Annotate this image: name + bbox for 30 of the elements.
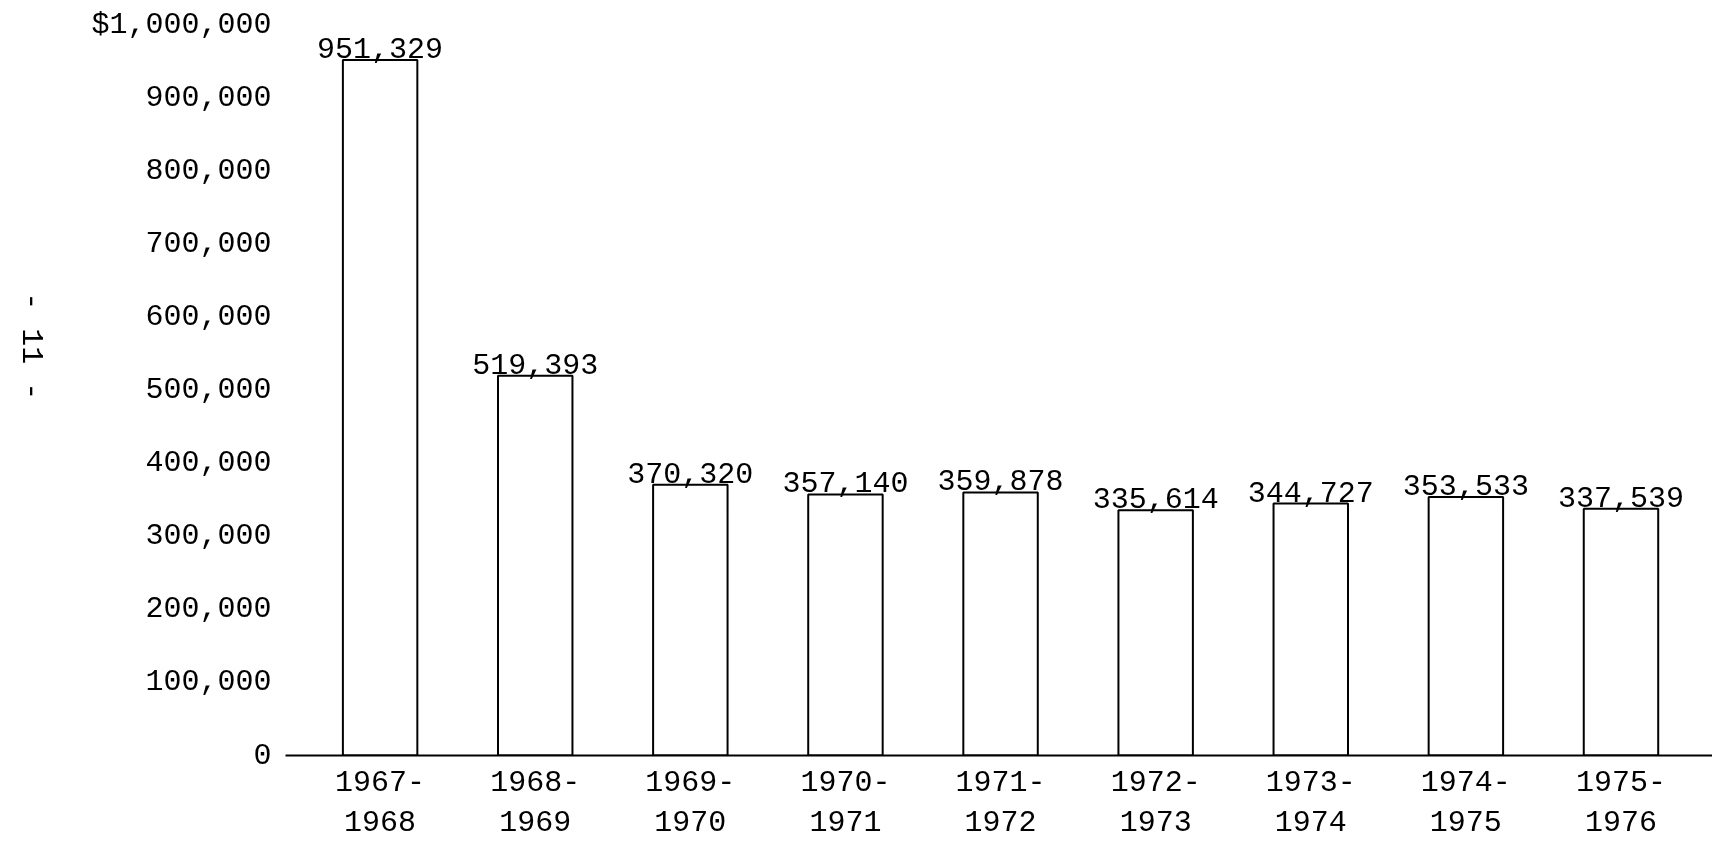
x-tick-label: 1971- 1972 (955, 765, 1046, 841)
x-tick-label: 1967- 1968 (335, 765, 426, 841)
y-tick-label: 400,000 (145, 446, 272, 481)
data-label: 337,539 (1557, 481, 1685, 516)
y-tick-label: 600,000 (145, 299, 272, 334)
data-label: 370,320 (627, 457, 754, 492)
y-tick-label: 0 (253, 738, 272, 773)
y-tick-label: 800,000 (145, 153, 272, 188)
data-label: 519,393 (472, 348, 599, 383)
y-tick-label: $1,000,000 (91, 7, 272, 42)
x-tick-label: 1970- 1971 (800, 765, 891, 841)
data-label: 951,329 (317, 33, 444, 68)
data-label: 353,533 (1402, 470, 1529, 505)
x-tick-label: 1972- 1973 (1110, 765, 1201, 841)
x-tick-label: 1968- 1969 (490, 765, 581, 841)
data-label: 335,614 (1092, 483, 1219, 518)
y-tick-label: 200,000 (145, 592, 272, 627)
data-label: 357,140 (782, 467, 909, 502)
y-tick-label: 700,000 (145, 226, 272, 261)
data-label: 344,727 (1247, 476, 1374, 511)
y-tick-label: 900,000 (145, 80, 272, 115)
x-tick-label: 1969- 1970 (645, 765, 736, 841)
x-tick-label: 1975- 1976 (1575, 765, 1666, 841)
y-tick-label: 300,000 (145, 519, 272, 554)
data-label: 359,878 (937, 465, 1064, 500)
y-tick-label: 500,000 (145, 373, 272, 407)
text: - 11 - (13, 292, 48, 401)
x-tick-label: 1974- 1975 (1420, 765, 1511, 841)
x-tick-label: 1973- 1974 (1265, 765, 1356, 841)
y-tick-label: 100,000 (145, 665, 272, 700)
